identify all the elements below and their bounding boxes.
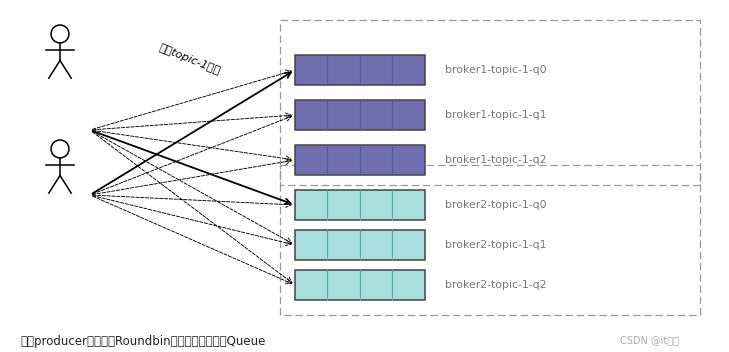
Text: broker2-topic-1-q0: broker2-topic-1-q0 [445,200,547,210]
FancyBboxPatch shape [295,100,425,130]
Text: 每个producer默认采用Roundbin方式轮训发送每个Queue: 每个producer默认采用Roundbin方式轮训发送每个Queue [20,335,265,348]
FancyBboxPatch shape [295,145,425,175]
FancyBboxPatch shape [295,190,425,220]
FancyBboxPatch shape [295,55,425,85]
Text: CSDN @it霖梦: CSDN @it霖梦 [620,335,679,345]
Text: 发送topic-1消息: 发送topic-1消息 [158,43,222,77]
FancyBboxPatch shape [295,230,425,260]
Text: broker1-topic-1-q1: broker1-topic-1-q1 [445,110,547,120]
Text: broker2-topic-1-q2: broker2-topic-1-q2 [445,280,547,290]
Text: broker1-topic-1-q2: broker1-topic-1-q2 [445,155,547,165]
Text: broker2-topic-1-q1: broker2-topic-1-q1 [445,240,547,250]
FancyBboxPatch shape [295,270,425,300]
Text: broker1-topic-1-q0: broker1-topic-1-q0 [445,65,547,75]
